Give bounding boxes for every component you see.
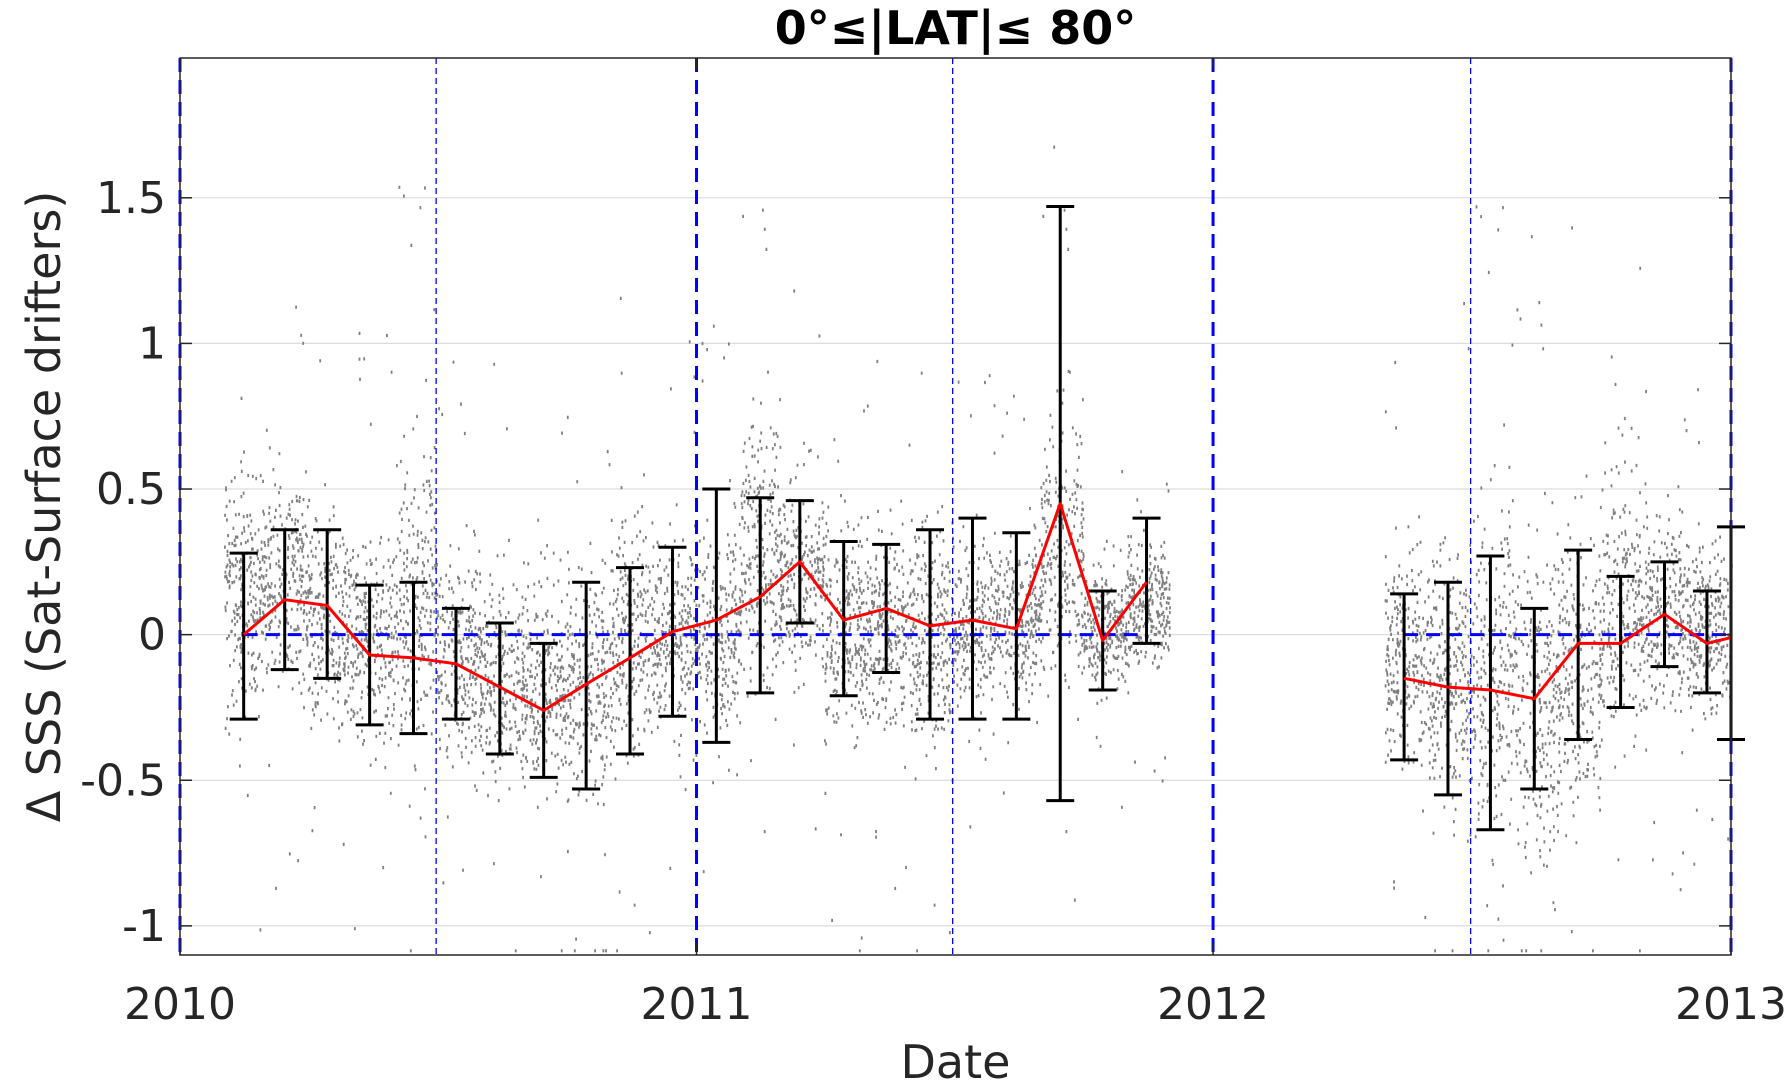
- x-axis-title: Date: [901, 1035, 1011, 1087]
- y-tick-label: 1: [138, 318, 166, 369]
- y-tick-label: 0.5: [96, 464, 166, 515]
- y-axis: -1 -0.5 0 0.5 1 1.5: [80, 173, 1731, 952]
- mean-line: [242, 502, 1732, 712]
- x-tick-label: 2010: [124, 979, 236, 1030]
- mean-line-segment: [1403, 612, 1732, 701]
- y-tick-label: -0.5: [80, 755, 166, 806]
- x-tick-label: 2011: [641, 979, 753, 1030]
- y-axis-title: Δ SSS (Sat-Surface drifters): [17, 191, 71, 823]
- axes-box: [179, 57, 1732, 956]
- x-tick-label: 2013: [1675, 979, 1787, 1030]
- x-tick-label: 2012: [1157, 979, 1269, 1030]
- y-tick-label: 1.5: [96, 173, 166, 224]
- x-axis: 2010 2011 2012 2013: [124, 58, 1787, 1030]
- y-tick-label: -1: [122, 901, 166, 952]
- y-tick-label: 0: [138, 610, 166, 661]
- mean-line-segment: [242, 502, 1148, 712]
- chart-title: 0°≤|LAT|≤ 80°: [775, 1, 1136, 56]
